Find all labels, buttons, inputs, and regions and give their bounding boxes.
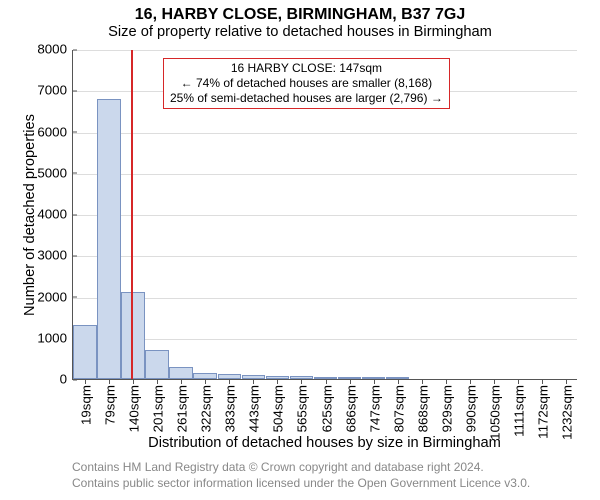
x-tick-label: 19sqm — [77, 385, 94, 425]
info-box: 16 HARBY CLOSE: 147sqm← 74% of detached … — [163, 58, 450, 109]
x-tick-mark — [494, 380, 495, 384]
y-tick-label: 1000 — [37, 330, 73, 345]
x-tick-mark — [470, 380, 471, 384]
info-box-line: 16 HARBY CLOSE: 147sqm — [170, 61, 443, 76]
histogram-bar — [338, 377, 362, 379]
x-tick-label: 686sqm — [341, 385, 358, 432]
footer-line-1: Contains HM Land Registry data © Crown c… — [72, 460, 530, 476]
histogram-bar — [97, 99, 121, 380]
y-tick-label: 4000 — [37, 207, 73, 222]
x-tick-mark — [374, 380, 375, 384]
histogram-bar — [218, 374, 242, 379]
x-tick-label: 504sqm — [269, 385, 286, 432]
gridline — [73, 256, 577, 257]
x-tick-mark — [326, 380, 327, 384]
info-box-line: 25% of semi-detached houses are larger (… — [170, 91, 443, 106]
x-tick-mark — [109, 380, 110, 384]
x-tick-mark — [277, 380, 278, 384]
x-tick-mark — [205, 380, 206, 384]
x-tick-label: 1172sqm — [533, 385, 550, 439]
x-tick-mark — [398, 380, 399, 384]
x-tick-label: 201sqm — [149, 385, 166, 432]
x-tick-mark — [422, 380, 423, 384]
gridline — [73, 174, 577, 175]
x-tick-label: 1050sqm — [485, 385, 502, 440]
property-marker-line — [131, 50, 133, 379]
x-tick-label: 625sqm — [317, 385, 334, 432]
x-tick-label: 443sqm — [245, 385, 262, 432]
gridline — [73, 133, 577, 134]
x-tick-label: 140sqm — [125, 385, 142, 432]
x-axis-label: Distribution of detached houses by size … — [72, 435, 577, 451]
histogram-bar — [266, 376, 290, 379]
x-tick-label: 79sqm — [101, 385, 118, 425]
x-tick-label: 322sqm — [197, 385, 214, 432]
x-tick-mark — [350, 380, 351, 384]
x-tick-mark — [229, 380, 230, 384]
x-tick-label: 747sqm — [365, 385, 382, 432]
footer: Contains HM Land Registry data © Crown c… — [72, 460, 530, 491]
x-tick-mark — [446, 380, 447, 384]
x-tick-label: 383sqm — [221, 385, 238, 432]
histogram-bar — [169, 367, 193, 379]
histogram-bar — [314, 377, 338, 379]
x-tick-mark — [301, 380, 302, 384]
gridline — [73, 298, 577, 299]
y-tick-label: 0 — [60, 372, 73, 387]
gridline — [73, 339, 577, 340]
histogram-bar — [362, 377, 386, 379]
x-tick-label: 868sqm — [413, 385, 430, 432]
gridline — [73, 50, 577, 51]
y-axis-label: Number of detached properties — [22, 50, 38, 380]
x-tick-label: 929sqm — [437, 385, 454, 432]
x-tick-label: 1232sqm — [557, 385, 574, 440]
x-tick-mark — [157, 380, 158, 384]
x-tick-mark — [133, 380, 134, 384]
histogram-bar — [121, 292, 145, 379]
y-tick-label: 5000 — [37, 165, 73, 180]
x-tick-mark — [518, 380, 519, 384]
page-subtitle: Size of property relative to detached ho… — [0, 24, 600, 40]
histogram-bar — [290, 376, 314, 379]
y-tick-label: 7000 — [37, 83, 73, 98]
x-tick-mark — [542, 380, 543, 384]
x-tick-label: 990sqm — [461, 385, 478, 432]
footer-line-2: Contains public sector information licen… — [72, 476, 530, 492]
gridline — [73, 215, 577, 216]
x-tick-label: 1111sqm — [509, 385, 526, 437]
y-tick-label: 8000 — [37, 42, 73, 57]
x-tick-label: 807sqm — [389, 385, 406, 432]
histogram-bar — [73, 325, 97, 379]
y-tick-label: 3000 — [37, 248, 73, 263]
x-tick-mark — [181, 380, 182, 384]
histogram-bar — [386, 377, 410, 379]
x-tick-mark — [85, 380, 86, 384]
x-tick-mark — [253, 380, 254, 384]
x-tick-mark — [566, 380, 567, 384]
histogram-plot: 01000200030004000500060007000800019sqm79… — [72, 50, 577, 380]
y-tick-label: 6000 — [37, 124, 73, 139]
histogram-bar — [242, 375, 266, 379]
histogram-bar — [193, 373, 217, 379]
chart-container: 16, HARBY CLOSE, BIRMINGHAM, B37 7GJ Siz… — [0, 0, 600, 500]
page-title: 16, HARBY CLOSE, BIRMINGHAM, B37 7GJ — [0, 0, 600, 24]
histogram-bar — [145, 350, 169, 379]
info-box-line: ← 74% of detached houses are smaller (8,… — [170, 76, 443, 91]
x-tick-label: 261sqm — [173, 385, 190, 432]
x-tick-label: 565sqm — [293, 385, 310, 432]
y-tick-label: 2000 — [37, 289, 73, 304]
